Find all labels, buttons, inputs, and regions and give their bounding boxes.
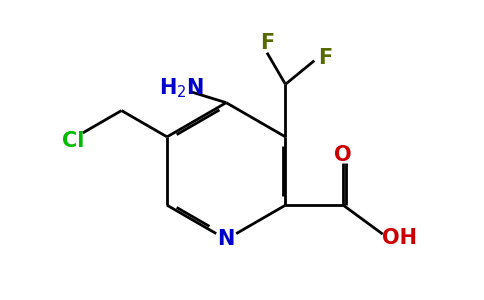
Text: F: F	[318, 48, 332, 68]
Text: Cl: Cl	[62, 131, 85, 151]
Text: H: H	[159, 78, 176, 98]
Text: F: F	[260, 33, 274, 53]
Text: O: O	[334, 145, 352, 165]
Text: N: N	[217, 230, 235, 249]
Text: $_2$N: $_2$N	[176, 76, 204, 100]
Text: OH: OH	[382, 228, 417, 248]
